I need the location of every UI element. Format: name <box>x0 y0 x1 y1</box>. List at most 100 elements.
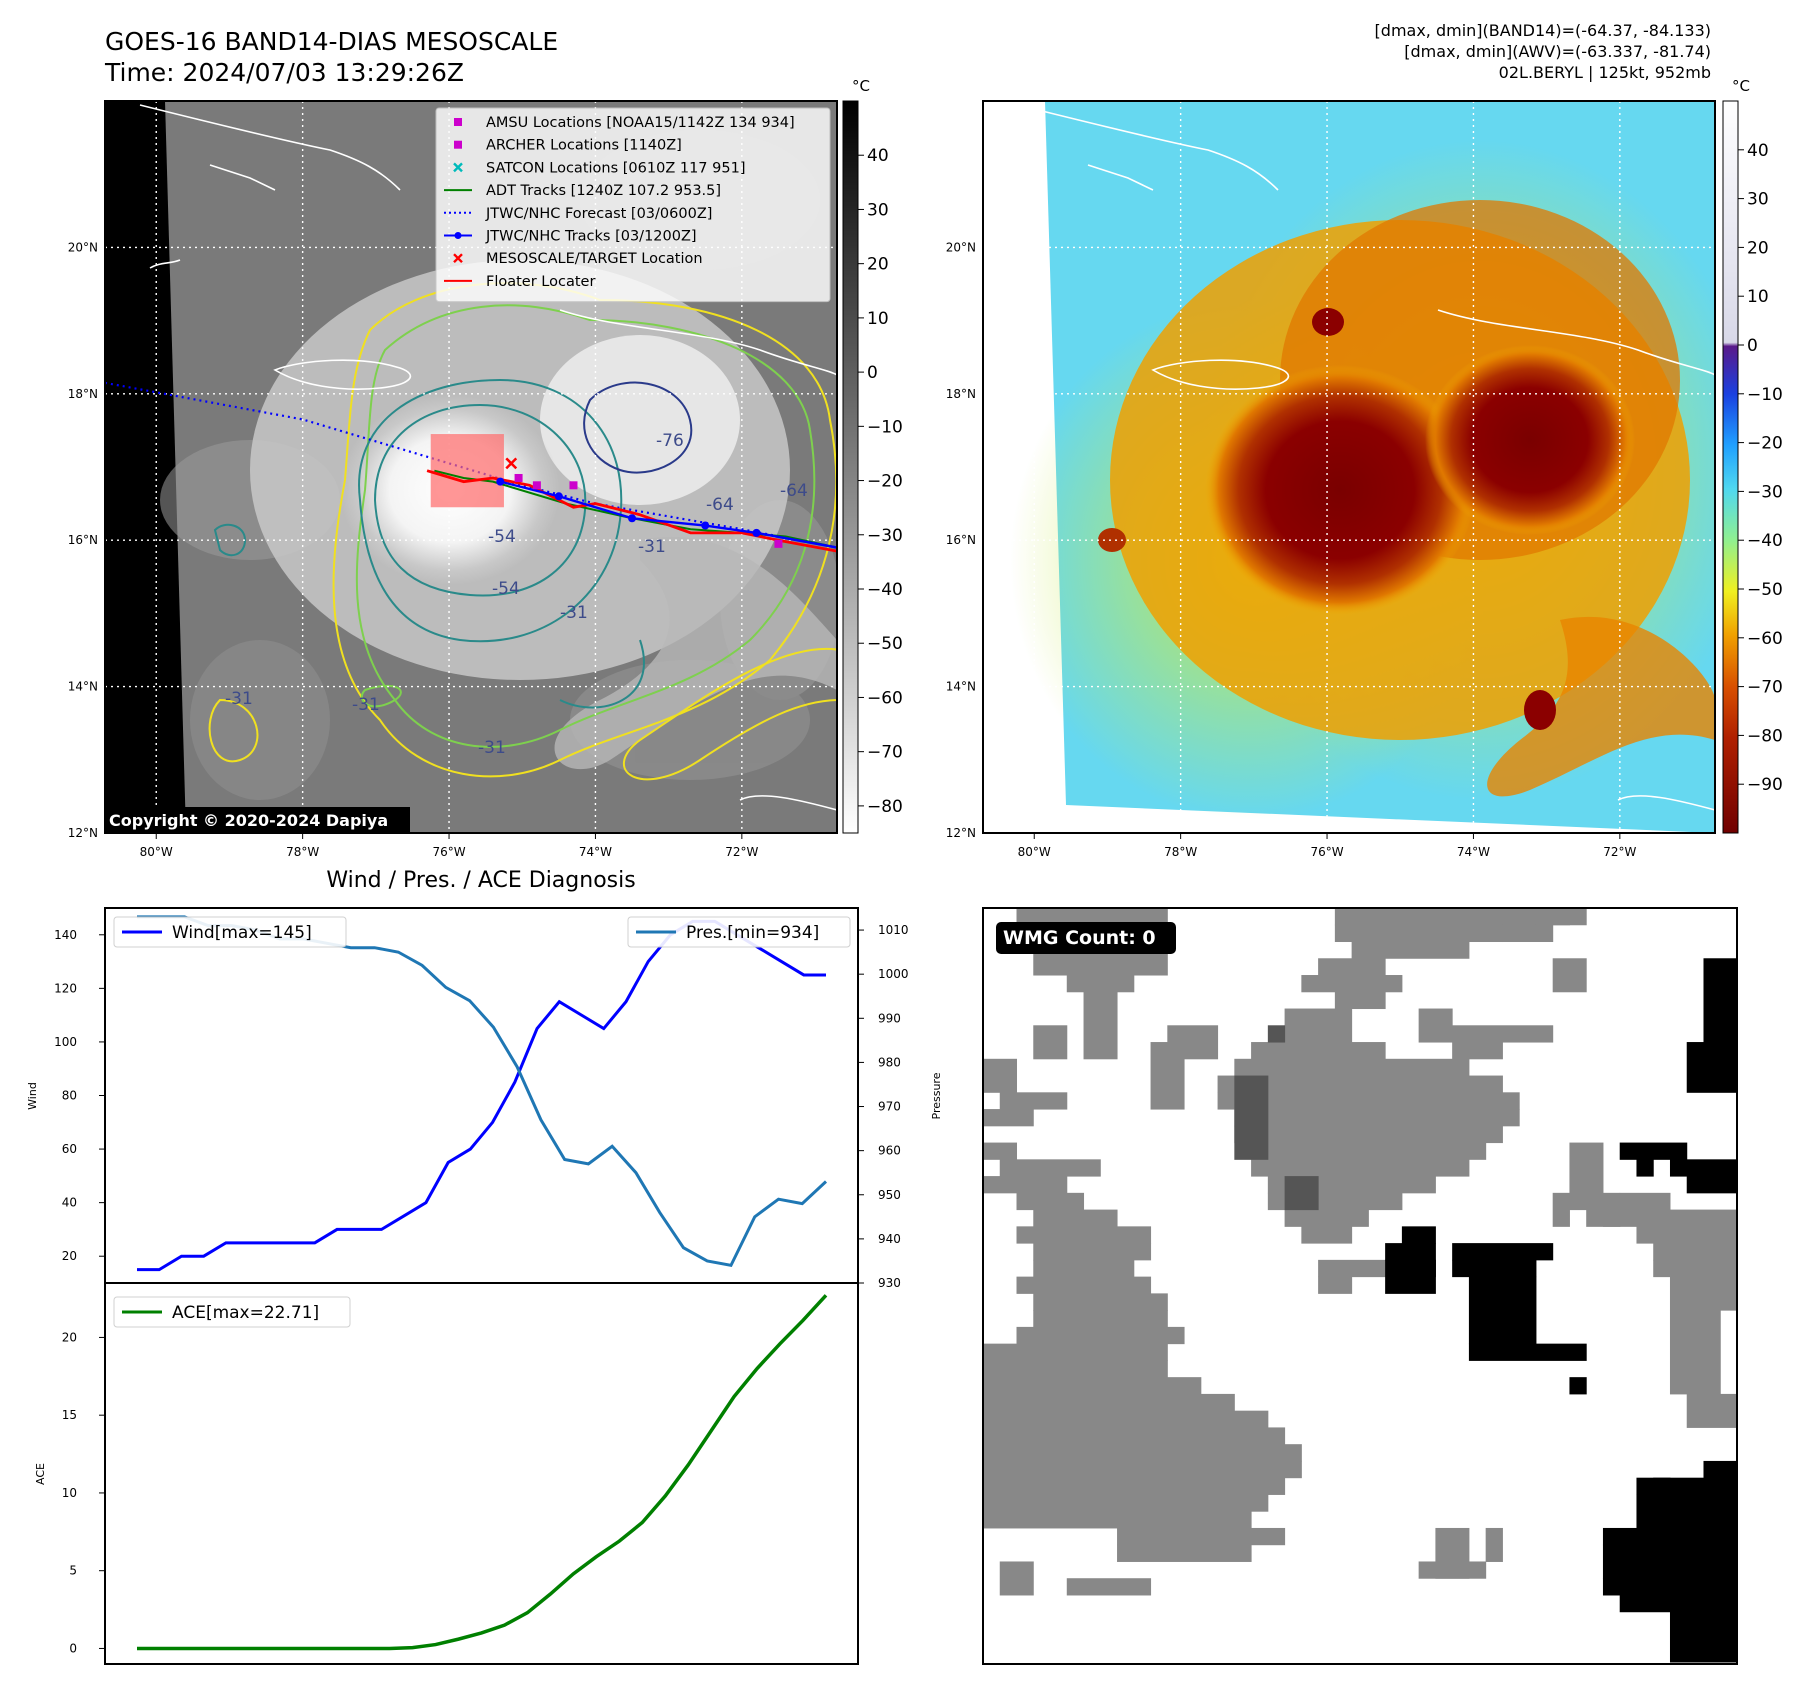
tick-label-lat-right: 16°N <box>946 533 976 547</box>
wmg-cell <box>1686 1393 1738 1428</box>
tick-label-lat-right: 20°N <box>946 240 976 254</box>
wmg-cell <box>1217 1075 1503 1093</box>
colorbar-tick-label-gray: −40 <box>867 580 903 600</box>
spiral-band-color <box>1487 616 1715 797</box>
wmg-cell <box>983 1176 1068 1194</box>
tick-label-lon-left: 76°W <box>432 845 465 859</box>
wind-tick-label: 140 <box>54 928 77 942</box>
colorbar-ticks: 40 30 20 10 0 −10 −20 −30 −40 −50 −60 −70 −80 40 30 20 1… <box>858 141 1783 817</box>
wmg-cell <box>1217 1092 1520 1110</box>
wmg-cell <box>1653 1243 1738 1261</box>
coast-cuba-keys <box>209 164 276 191</box>
wmg-cell <box>1251 1159 1470 1177</box>
colorbar-tick-label-gray: −10 <box>867 417 903 437</box>
wmg-cell <box>1401 1226 1436 1244</box>
copyright-text: Copyright © 2020-2024 Dapiya <box>109 811 388 830</box>
convective-cell-3 <box>1098 528 1126 552</box>
pres-tick-label: 990 <box>878 1011 901 1025</box>
colorbar-tick-label-gray: 0 <box>867 363 878 383</box>
wmg-cell <box>1033 1310 1168 1328</box>
ace-tick-label: 5 <box>69 1564 77 1578</box>
axis-ticks-left-map: 80°W 78°W 76°W 74°W 72°W 20°N 18°N 16°N 14°N 12°N <box>68 240 759 859</box>
colorbar-tick-label-color: 30 <box>1747 190 1769 210</box>
wmg-cell <box>983 1393 1235 1412</box>
amsu-archer-marker <box>514 473 523 482</box>
wmg-cell <box>1703 958 1738 1010</box>
coast-jamaica <box>273 359 412 390</box>
wmg-count-label: WMG Count: 0 <box>1003 927 1156 949</box>
wmg-cell <box>1485 1527 1503 1562</box>
wmg-cell <box>1703 1008 1738 1043</box>
wmg-cell <box>1117 1544 1252 1562</box>
wmg-cell <box>1318 1276 1353 1294</box>
best-track-point <box>554 492 563 501</box>
wmg-cell <box>983 1444 1302 1462</box>
figure-title: GOES-16 BAND14-DIAS MESOSCALE <box>105 27 559 56</box>
tick-label-lon-right: 74°W <box>1457 845 1490 859</box>
wmg-cell <box>1686 1042 1738 1093</box>
tick-label-lat-left: 12°N <box>68 826 98 840</box>
wmg-cell <box>983 1427 1286 1445</box>
contour-label: -31 <box>560 603 588 623</box>
contour-label: -64 <box>780 481 808 501</box>
wmg-cell <box>1636 1494 1738 1529</box>
tick-label-lon-right: 76°W <box>1310 845 1343 859</box>
wmg-badge <box>996 922 1176 954</box>
wmg-cell <box>983 1477 1286 1495</box>
wmg-cell <box>1234 1058 1470 1077</box>
wmg-cell <box>1452 1042 1503 1060</box>
ace-axis-label: ACE <box>34 1463 47 1485</box>
wmg-cell <box>1318 1259 1386 1278</box>
wmg-cell <box>1301 975 1403 993</box>
convective-cell-2 <box>1524 690 1556 730</box>
contour-label: -54 <box>492 579 520 599</box>
wmg-cell <box>1619 1209 1738 1227</box>
legend-item-label: ADT Tracks [1240Z 107.2 953.5] <box>486 183 721 199</box>
wmg-cell <box>999 1561 1034 1596</box>
coast-jamaica-r <box>1151 359 1290 390</box>
colorbar-tick-label-color: −70 <box>1747 678 1783 698</box>
wmg-cell <box>983 1058 1018 1093</box>
coast-south-r <box>1617 795 1715 811</box>
wmg-cell <box>1033 1293 1168 1311</box>
wmg-cell <box>1552 1192 1570 1227</box>
wmg-cell <box>1418 1259 1436 1278</box>
wmg-cell <box>1351 941 1470 959</box>
wind-tick-label: 100 <box>54 1035 77 1049</box>
best-track-point <box>628 514 637 523</box>
wind-legend-label: Wind[max=145] <box>172 923 312 943</box>
wmg-cell <box>1066 975 1135 993</box>
tick-label-lon-right: 80°W <box>1018 845 1051 859</box>
wmg-grid <box>983 908 1738 1663</box>
legend-swatch <box>453 253 463 264</box>
wmg-cell <box>1033 1025 1068 1060</box>
legend-item-label: JTWC/NHC Tracks [03/1200Z] <box>485 229 697 245</box>
legend-swatch-dot <box>454 232 462 239</box>
colorbar-tick-label-gray: −70 <box>867 743 903 763</box>
no-data-strip <box>105 101 186 833</box>
best-track <box>499 480 837 549</box>
pressure-legend-label: Pres.[min=934] <box>686 923 819 943</box>
colorbar-tick-label-color: −30 <box>1747 482 1783 502</box>
wmg-cell <box>1602 1578 1738 1596</box>
wmg-cell <box>1669 1159 1738 1177</box>
wmg-cell <box>1033 1243 1152 1261</box>
colorbar-tick-label-gray: −80 <box>867 797 903 817</box>
tick-label-lon-left: 74°W <box>579 845 612 859</box>
best-track-point <box>496 477 505 486</box>
wmg-cell <box>1385 1243 1436 1261</box>
wmg-cell <box>1066 1578 1152 1596</box>
contour-label: -54 <box>488 527 516 547</box>
convective-cell-1 <box>1312 308 1344 336</box>
colorbar-gray <box>842 100 859 834</box>
wmg-cell <box>983 1360 1168 1378</box>
colorbar-color <box>1722 100 1739 834</box>
frame-left-map <box>104 100 838 834</box>
diagnosis-charts: 2040608010012014093094095096097098099010… <box>26 915 943 1655</box>
tick-label-lon-left: 78°W <box>286 845 319 859</box>
legend-swatch <box>453 162 463 173</box>
wmg-cell <box>1653 1477 1671 1495</box>
wmg-cell <box>1468 1343 1587 1361</box>
wmg-cell <box>983 1109 1034 1127</box>
legend-swatch <box>454 140 462 149</box>
